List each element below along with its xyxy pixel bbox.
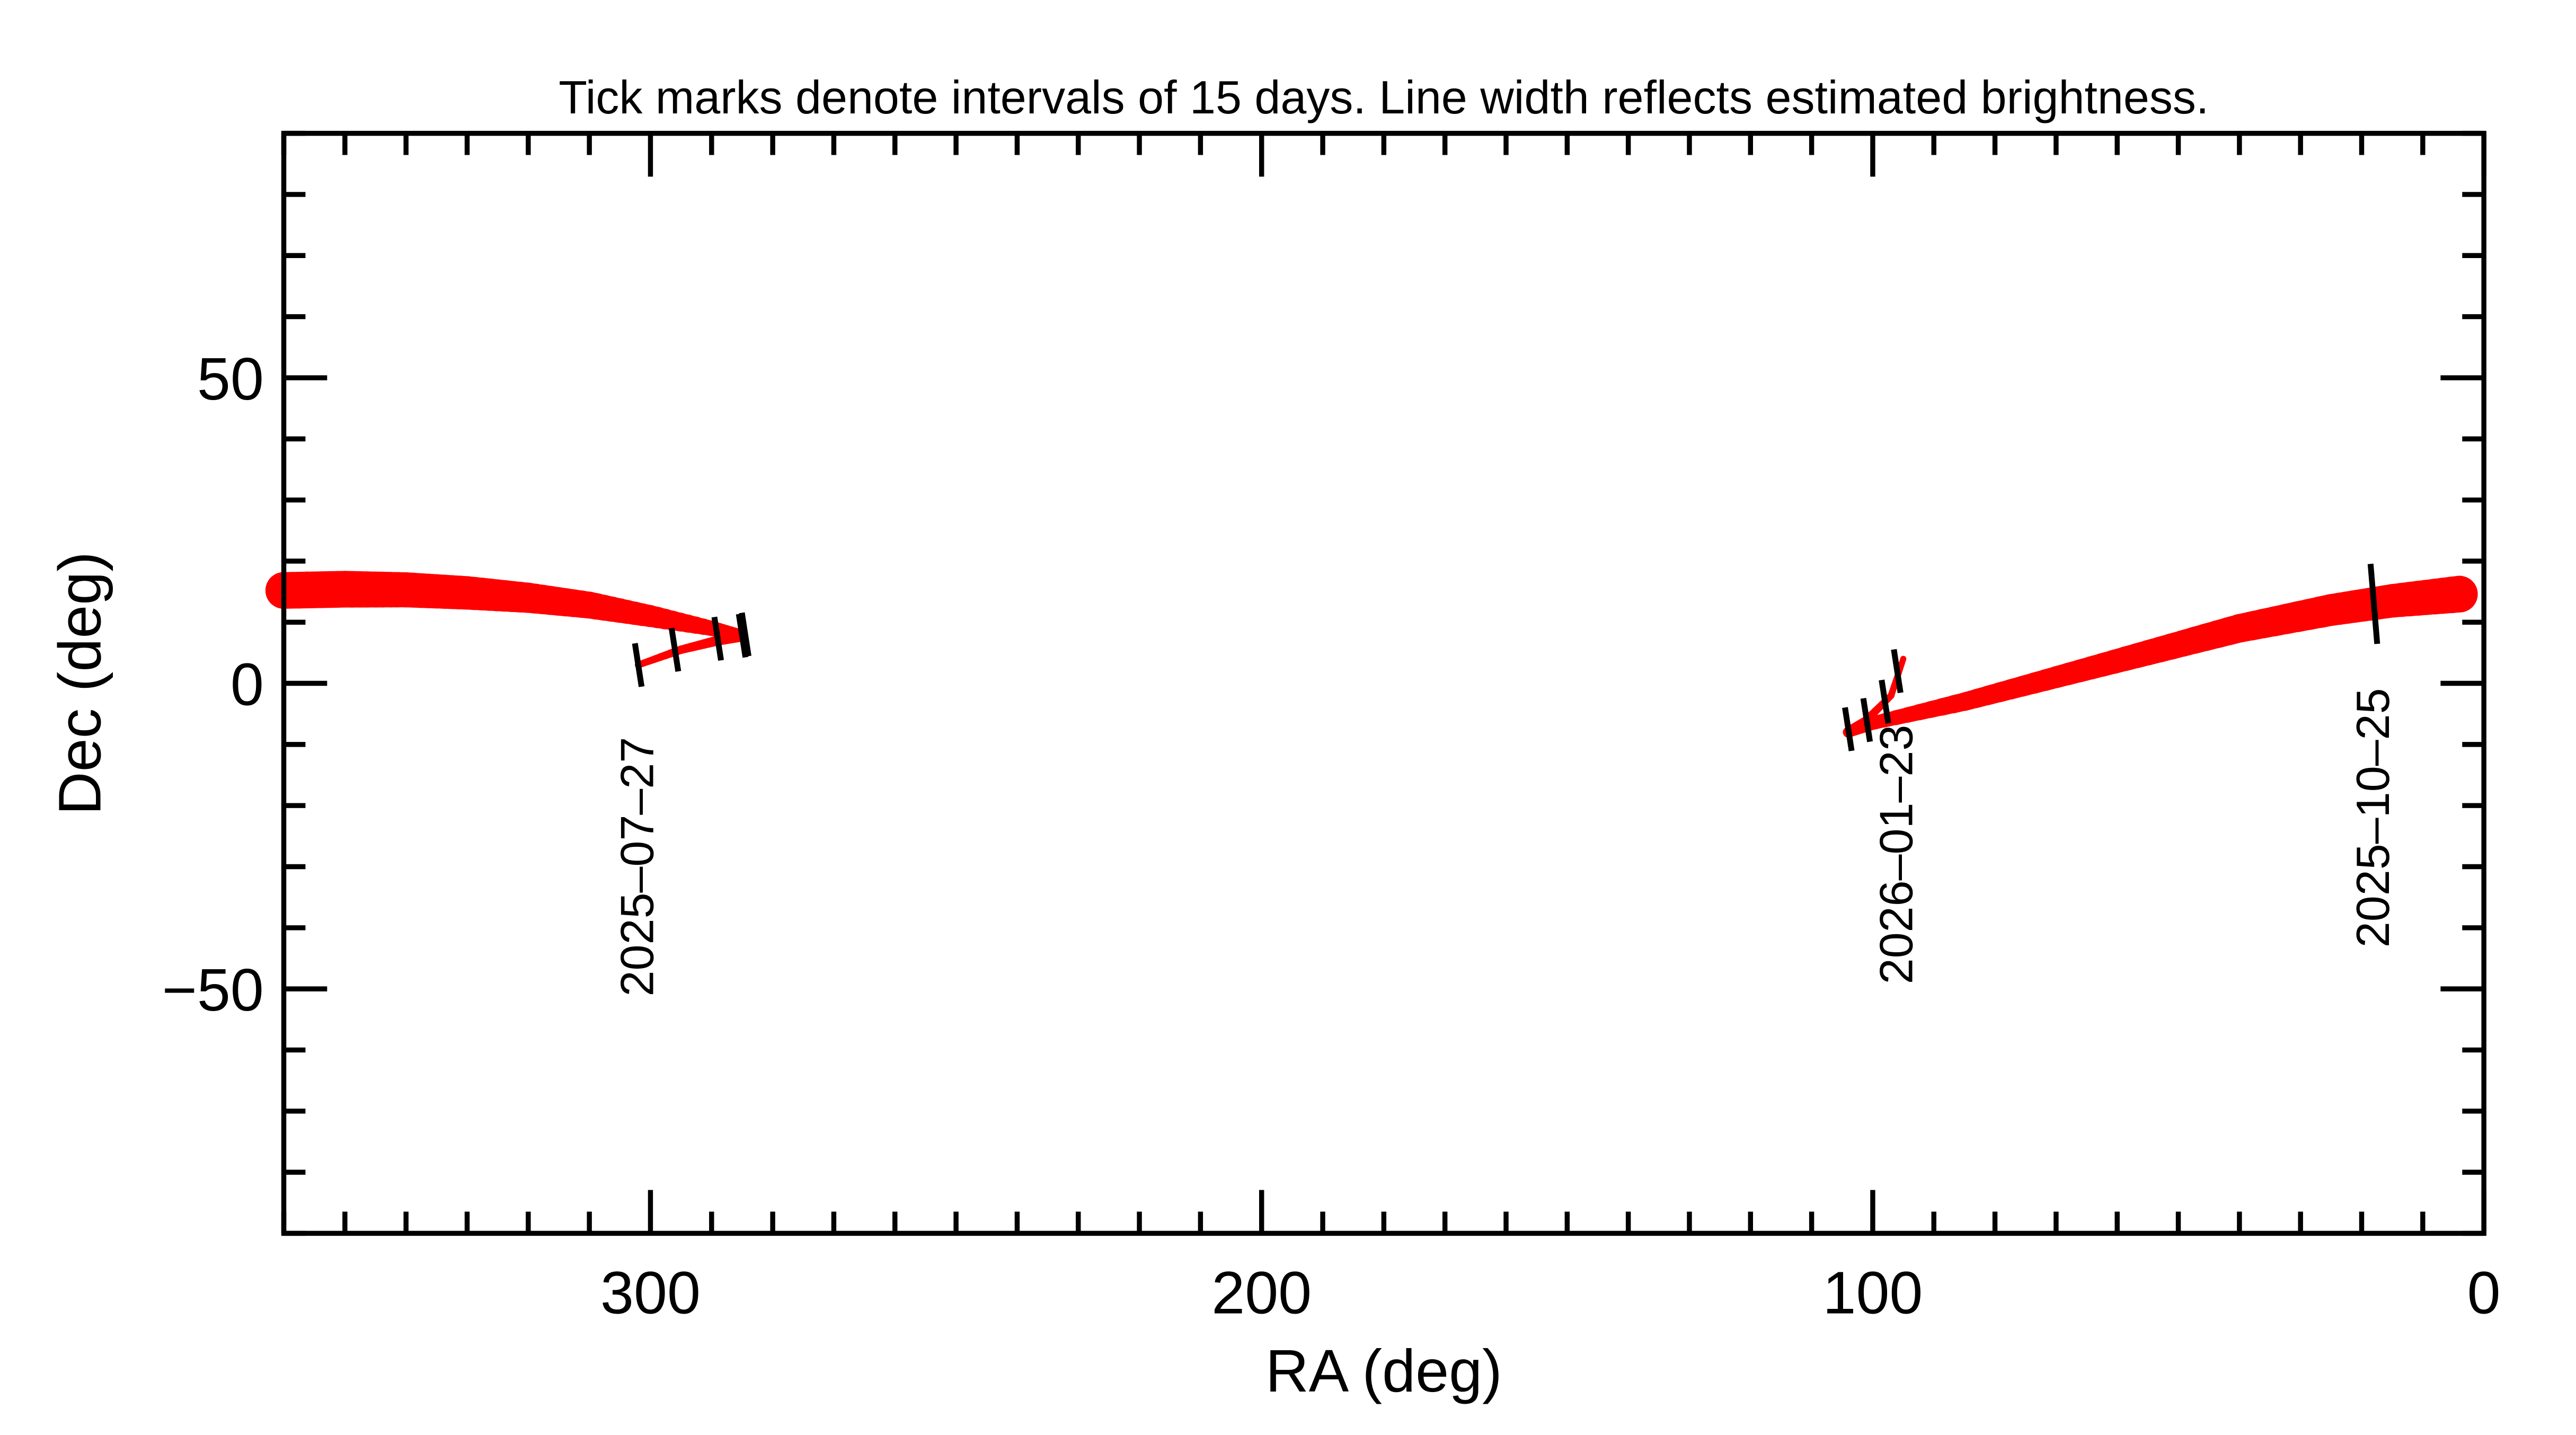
- date-tick-mark: [1860, 697, 1873, 742]
- track-point: [677, 645, 685, 654]
- track-point: [2225, 614, 2254, 643]
- track-point: [326, 571, 364, 608]
- date-label: 2026–01–23: [1870, 725, 1922, 985]
- track-point: [2375, 584, 2409, 618]
- date-tick-mark: [736, 613, 749, 658]
- date-label: 2025–07–27: [611, 737, 663, 997]
- date-tick-mark: [1879, 679, 1891, 724]
- x-tick-label: 100: [1822, 1259, 1923, 1326]
- x-tick-label: 200: [1211, 1259, 1312, 1326]
- track-point: [1888, 692, 1895, 699]
- y-tick-label: 50: [197, 346, 264, 412]
- track-point: [1900, 656, 1907, 662]
- track-point: [2441, 575, 2478, 613]
- date-tick-mark: [739, 612, 751, 657]
- track-point: [576, 591, 603, 619]
- track-point: [450, 576, 484, 610]
- x-tick-label: 300: [600, 1259, 701, 1326]
- y-tick-label: 0: [231, 651, 264, 718]
- track-point: [513, 582, 544, 613]
- y-axis-label: Dec (deg): [47, 552, 113, 815]
- x-axis-label: RA (deg): [1265, 1337, 1502, 1404]
- y-tick-label: −50: [162, 956, 264, 1023]
- date-tick-mark: [1842, 707, 1855, 751]
- axis-ticks-group: 300 200 100 0 50 0 −50: [162, 130, 2501, 1326]
- date-tick-mark: [668, 627, 681, 672]
- track-group: [265, 571, 2478, 738]
- date-tick-mark: [2367, 563, 2380, 644]
- date-labels-group: 2025–07–27 2026–01–23 2025–10–25: [611, 688, 2399, 996]
- date-tick-mark: [632, 643, 645, 687]
- chart-title: Tick marks denote intervals of 15 days. …: [559, 71, 2209, 123]
- track-point: [1955, 692, 1974, 711]
- track-point: [2135, 640, 2161, 666]
- plot-frame: [281, 130, 2486, 1236]
- date-tick-mark: [1891, 649, 1904, 694]
- date-label: 2025–10–25: [2347, 688, 2399, 947]
- track-point: [388, 572, 424, 608]
- track-point: [2045, 666, 2067, 688]
- x-tick-label: 0: [2467, 1259, 2501, 1326]
- date-ticks-group: [632, 563, 2380, 751]
- track-point: [640, 605, 661, 627]
- date-tick-mark: [711, 616, 724, 661]
- track-point: [2315, 594, 2347, 626]
